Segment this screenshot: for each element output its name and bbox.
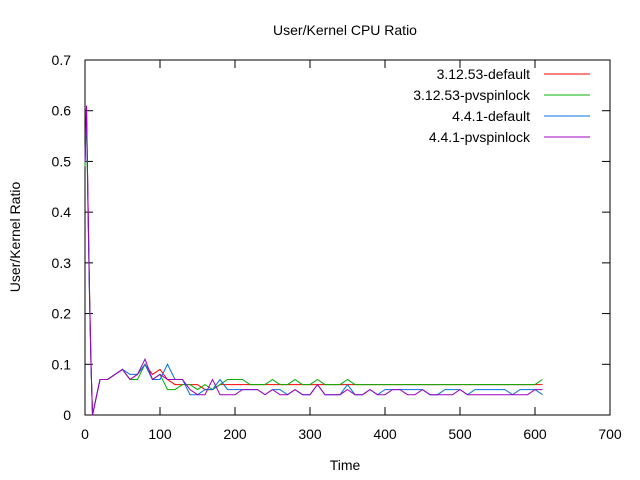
axes: 0 100 200 300 400 500 600 700 0 0.1 0.2 0.3 0.4 0.5 0.…	[52, 52, 622, 442]
legend-label-3: 4.4.1-default	[452, 108, 530, 124]
x-tick-label: 500	[448, 426, 472, 442]
x-tick-label: 400	[373, 426, 397, 442]
series-lines	[84, 105, 543, 416]
legend-label-1: 3.12.53-default	[437, 66, 531, 82]
y-tick-label: 0	[63, 407, 71, 423]
y-axis-label: User/Kernel Ratio	[7, 182, 23, 293]
legend: 3.12.53-default 3.12.53-pvspinlock 4.4.1-d…	[413, 66, 590, 145]
legend-label-2: 3.12.53-pvspinlock	[413, 87, 531, 103]
y-tick-label: 0.6	[52, 103, 72, 119]
y-tick-label: 0.7	[52, 52, 72, 68]
y-tick-label: 0.3	[52, 255, 72, 271]
x-tick-label: 700	[598, 426, 622, 442]
y-tick-label: 0.4	[52, 204, 72, 220]
chart-title: User/Kernel CPU Ratio	[273, 22, 417, 38]
series-line-2	[84, 115, 543, 416]
x-tick-label: 100	[148, 426, 172, 442]
y-tick-label: 0.2	[52, 306, 72, 322]
y-tick-label: 0.5	[52, 153, 72, 169]
x-tick-label: 0	[81, 426, 89, 442]
legend-label-4: 4.4.1-pvspinlock	[429, 129, 531, 145]
series-line-1	[84, 110, 543, 416]
series-line-3	[84, 105, 543, 416]
x-tick-label: 300	[298, 426, 322, 442]
x-tick-label: 600	[523, 426, 547, 442]
y-tick-label: 0.1	[52, 356, 72, 372]
x-tick-label: 200	[223, 426, 247, 442]
plot-frame	[84, 59, 611, 416]
x-axis-label: Time	[330, 457, 361, 473]
series-line-4	[84, 105, 543, 416]
